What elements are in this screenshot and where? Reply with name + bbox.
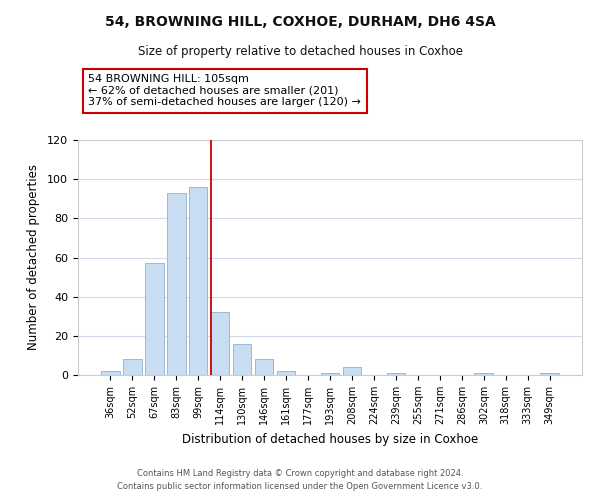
Bar <box>343 367 361 375</box>
Text: Contains public sector information licensed under the Open Government Licence v3: Contains public sector information licen… <box>118 482 482 491</box>
Bar <box>320 373 340 375</box>
Text: Size of property relative to detached houses in Coxhoe: Size of property relative to detached ho… <box>137 45 463 58</box>
Bar <box>101 371 119 375</box>
Bar <box>211 312 229 375</box>
Bar <box>123 360 142 375</box>
Text: 54, BROWNING HILL, COXHOE, DURHAM, DH6 4SA: 54, BROWNING HILL, COXHOE, DURHAM, DH6 4… <box>104 15 496 29</box>
Bar <box>233 344 251 375</box>
Bar <box>541 373 559 375</box>
Bar <box>145 264 164 375</box>
Bar <box>386 373 405 375</box>
Y-axis label: Number of detached properties: Number of detached properties <box>27 164 40 350</box>
X-axis label: Distribution of detached houses by size in Coxhoe: Distribution of detached houses by size … <box>182 432 478 446</box>
Bar <box>475 373 493 375</box>
Bar <box>277 371 295 375</box>
Text: 54 BROWNING HILL: 105sqm
← 62% of detached houses are smaller (201)
37% of semi-: 54 BROWNING HILL: 105sqm ← 62% of detach… <box>88 74 361 108</box>
Text: Contains HM Land Registry data © Crown copyright and database right 2024.: Contains HM Land Registry data © Crown c… <box>137 468 463 477</box>
Bar <box>255 360 274 375</box>
Bar <box>189 187 208 375</box>
Bar <box>167 193 185 375</box>
